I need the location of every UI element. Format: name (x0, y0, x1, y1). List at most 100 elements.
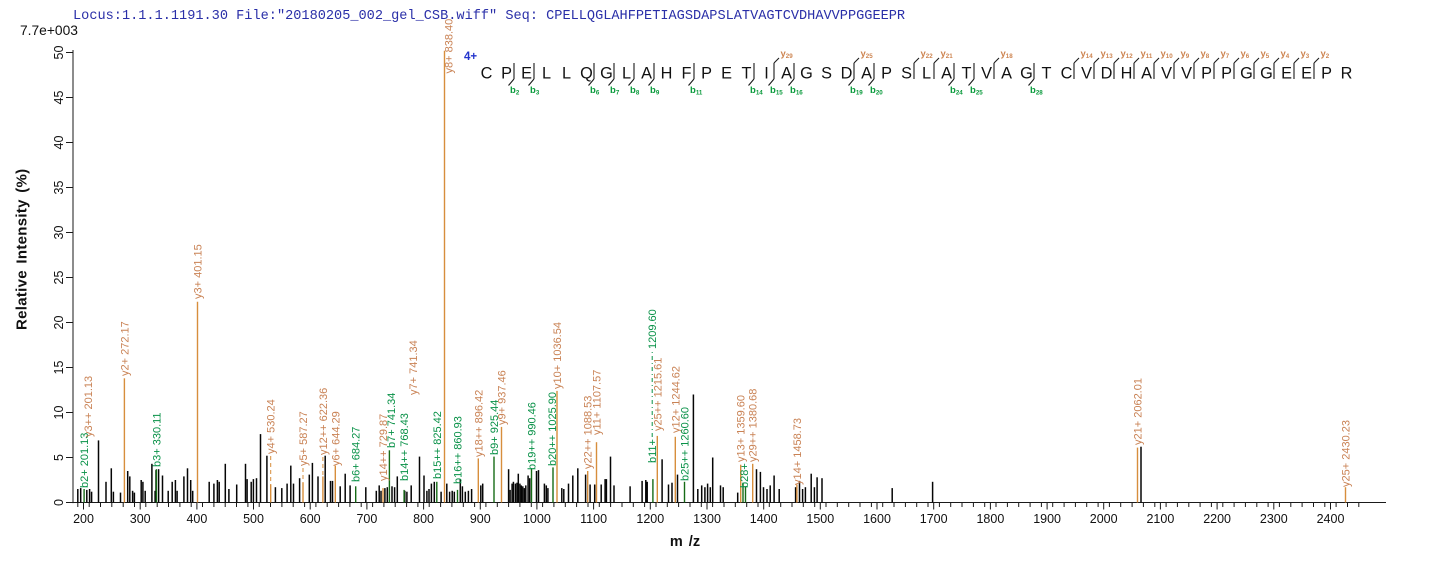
svg-text:y29++ 1380.68: y29++ 1380.68 (748, 389, 760, 462)
svg-text:y25+ 2430.23: y25+ 2430.23 (1341, 420, 1353, 487)
svg-text:A: A (861, 65, 872, 83)
svg-text:b3: b3 (530, 85, 540, 96)
svg-text:y3++ 201.13: y3++ 201.13 (83, 376, 95, 437)
svg-text:400: 400 (186, 512, 207, 526)
svg-text:b19: b19 (850, 85, 863, 96)
svg-text:b9: b9 (650, 85, 660, 96)
svg-text:G: G (1020, 65, 1033, 83)
svg-text:L: L (622, 65, 631, 83)
svg-text:4+: 4+ (464, 51, 477, 63)
svg-text:L: L (542, 65, 551, 83)
svg-text:b14: b14 (750, 85, 763, 96)
svg-text:y6+ 644.29: y6+ 644.29 (330, 411, 342, 466)
svg-text:y14++ 729.87: y14++ 729.87 (378, 414, 390, 481)
svg-text:b24: b24 (950, 85, 963, 96)
svg-text:b6: b6 (590, 85, 600, 96)
svg-text:1500: 1500 (806, 512, 834, 526)
svg-text:C: C (481, 65, 493, 83)
svg-text:y5: y5 (1261, 49, 1270, 60)
svg-text:y12+ 1244.62: y12+ 1244.62 (670, 366, 682, 433)
svg-text:I: I (764, 65, 769, 83)
svg-text:b7: b7 (610, 85, 620, 96)
svg-text:G: G (800, 65, 813, 83)
svg-text:y21: y21 (941, 49, 954, 60)
svg-text:A: A (641, 65, 652, 83)
svg-text:E: E (521, 65, 532, 83)
svg-text:700: 700 (356, 512, 377, 526)
svg-text:P: P (881, 65, 892, 83)
svg-text:1100: 1100 (580, 512, 607, 526)
svg-text:25: 25 (52, 271, 66, 285)
svg-text:600: 600 (300, 512, 321, 526)
svg-text:C: C (1061, 65, 1073, 83)
svg-text:A: A (1141, 65, 1152, 83)
svg-text:1209.60: 1209.60 (647, 309, 659, 349)
svg-text:2100: 2100 (1146, 512, 1174, 526)
svg-text:P: P (1321, 65, 1332, 83)
svg-text:E: E (1301, 65, 1312, 83)
svg-text:Locus:1.1.1.1191.30 File:"2018: Locus:1.1.1.1191.30 File:"20180205_002_g… (73, 9, 905, 24)
svg-text:E: E (721, 65, 732, 83)
svg-text:E: E (1281, 65, 1292, 83)
svg-text:T: T (1042, 65, 1052, 83)
svg-text:1200: 1200 (636, 512, 664, 526)
svg-text:b11: b11 (690, 85, 703, 96)
svg-text:b8: b8 (630, 85, 640, 96)
svg-text:y8+ 838.40: y8+ 838.40 (444, 19, 456, 74)
svg-text:y14+ 1458.73: y14+ 1458.73 (792, 418, 804, 485)
svg-text:1700: 1700 (920, 512, 948, 526)
svg-text:b25++ 1260.60: b25++ 1260.60 (680, 407, 692, 481)
svg-text:b15++ 825.42: b15++ 825.42 (432, 411, 444, 479)
svg-text:P: P (701, 65, 712, 83)
svg-text:50: 50 (52, 46, 66, 60)
svg-text:L: L (562, 65, 571, 83)
svg-text:y7+ 741.34: y7+ 741.34 (408, 340, 420, 395)
svg-text:y12: y12 (1121, 49, 1134, 60)
svg-text:y3+ 401.15: y3+ 401.15 (193, 244, 205, 299)
svg-text:b2+ 201.13: b2+ 201.13 (79, 433, 91, 488)
svg-text:0: 0 (52, 499, 66, 506)
svg-text:y11+ 1107.57: y11+ 1107.57 (592, 370, 604, 435)
svg-text:20: 20 (52, 316, 66, 330)
svg-text:m /z: m /z (670, 534, 700, 550)
svg-text:b19++ 990.46: b19++ 990.46 (527, 402, 539, 470)
svg-text:y29: y29 (781, 49, 794, 60)
svg-text:y5+ 587.27: y5+ 587.27 (298, 411, 310, 466)
svg-text:y2: y2 (1321, 49, 1330, 60)
svg-text:b15: b15 (770, 85, 783, 96)
svg-text:b3+ 330.11: b3+ 330.11 (151, 412, 163, 467)
svg-text:G: G (1260, 65, 1273, 83)
svg-text:2200: 2200 (1203, 512, 1231, 526)
svg-text:b20: b20 (870, 85, 883, 96)
svg-text:V: V (1081, 65, 1092, 83)
svg-text:R: R (1341, 65, 1353, 83)
svg-text:2300: 2300 (1260, 512, 1288, 526)
svg-text:800: 800 (413, 512, 434, 526)
svg-text:b25: b25 (970, 85, 983, 96)
svg-text:y13: y13 (1101, 49, 1114, 60)
svg-text:Q: Q (580, 65, 593, 83)
svg-text:y10+ 1036.54: y10+ 1036.54 (552, 322, 564, 389)
svg-text:G: G (600, 65, 613, 83)
svg-text:G: G (1240, 65, 1253, 83)
svg-text:500: 500 (243, 512, 264, 526)
svg-text:1600: 1600 (863, 512, 891, 526)
svg-text:L: L (922, 65, 931, 83)
svg-text:S: S (901, 65, 912, 83)
svg-text:2400: 2400 (1317, 512, 1345, 526)
svg-text:P: P (1221, 65, 1232, 83)
svg-text:b7+ 741.34: b7+ 741.34 (386, 393, 398, 448)
svg-text:1800: 1800 (976, 512, 1004, 526)
svg-text:A: A (941, 65, 952, 83)
svg-text:b11+: b11+ (647, 439, 659, 463)
svg-text:H: H (661, 65, 673, 83)
svg-text:y3: y3 (1301, 49, 1310, 60)
svg-text:15: 15 (52, 361, 66, 375)
svg-text:y25++ 1215.61: y25++ 1215.61 (653, 358, 665, 431)
svg-text:45: 45 (52, 91, 66, 105)
svg-text:b20++ 1025.90: b20++ 1025.90 (547, 392, 559, 466)
svg-text:V: V (981, 65, 992, 83)
svg-text:y21+ 2062.01: y21+ 2062.01 (1133, 378, 1145, 445)
svg-text:b16: b16 (790, 85, 803, 96)
svg-text:F: F (682, 65, 692, 83)
